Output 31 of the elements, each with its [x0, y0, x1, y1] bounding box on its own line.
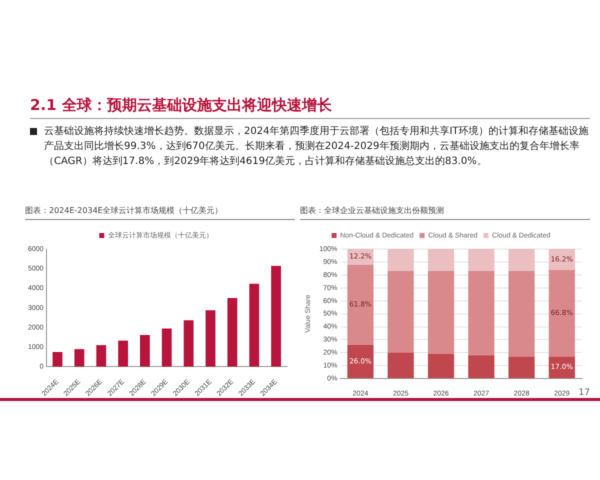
- text: 2.1 全球：预期云基础设施支出将迎快速增长: [30, 96, 590, 119]
- chart-title: 图表：2024E-2034E全球云计算市场规模（十亿美元）: [25, 205, 295, 220]
- bar: [227, 298, 238, 367]
- bar: [249, 284, 260, 367]
- text: 17: [578, 388, 590, 398]
- bar: [347, 264, 374, 345]
- bar: [118, 340, 128, 367]
- bar: [52, 352, 62, 367]
- bar: [140, 334, 150, 367]
- bar: [206, 310, 216, 367]
- bar: [74, 349, 84, 367]
- bar: [548, 270, 575, 357]
- bar: [428, 354, 454, 378]
- bar: [508, 356, 535, 378]
- bar: [184, 320, 194, 367]
- bar: [388, 271, 414, 353]
- chart-title: 图表：全球企业云基础设施支出份额预测: [300, 205, 590, 220]
- bar: [508, 271, 535, 357]
- bar: [428, 249, 454, 272]
- bar: [508, 249, 535, 272]
- bar: [96, 345, 106, 367]
- bar: [468, 249, 494, 272]
- bar: [162, 328, 172, 367]
- bar: [468, 271, 494, 356]
- bar: [347, 344, 374, 378]
- bar: [271, 266, 281, 367]
- bar: [468, 355, 494, 378]
- bar: [428, 271, 454, 354]
- text: 云基础设施将持续快速增长趋势。数据显示，2024年第四季度用于云部署（包括专用和共享IT环境）的计算和存储基础设施产品支出同比增长99.3%，达到670亿美元。长期来看，预测在2024-2029年预测期内，云基础设施支出的复合年增长率（CAGR）将达到17.8%，到2029年将达到4619亿美元，占计算和存储基础设施总支出的83.0%。: [30, 124, 590, 169]
- bar: [388, 352, 414, 378]
- bar: [388, 249, 414, 272]
